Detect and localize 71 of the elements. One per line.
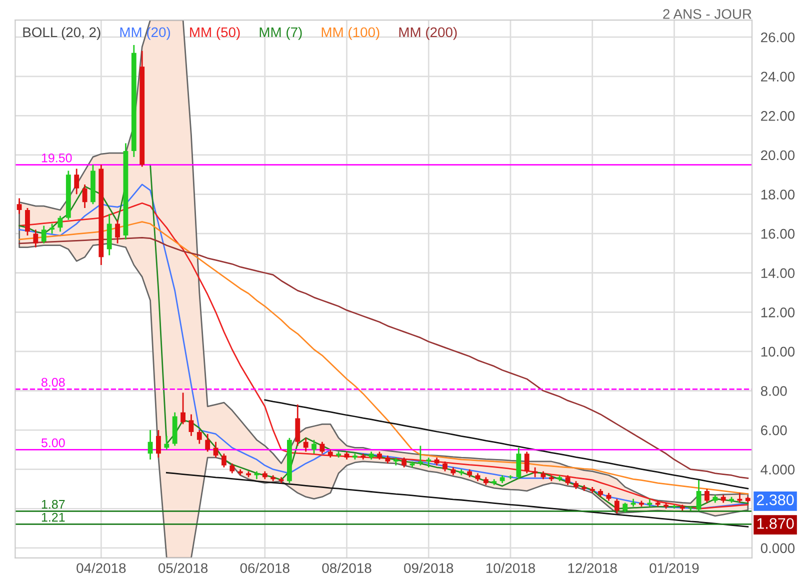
candlestick bbox=[188, 414, 194, 437]
line-series bbox=[166, 472, 749, 528]
line-series bbox=[264, 399, 749, 490]
x-tick-label: 06/2018 bbox=[240, 562, 290, 574]
y-tick-label: 0.000 bbox=[760, 543, 795, 554]
candlestick bbox=[213, 441, 218, 458]
text: MM (50) bbox=[190, 26, 240, 40]
y-tick-label: 20.00 bbox=[761, 150, 795, 160]
text: MM (7) bbox=[260, 26, 302, 40]
ref-line-label: 1.87 bbox=[42, 500, 65, 509]
text: MM (200) bbox=[399, 26, 457, 40]
candlestick bbox=[516, 447, 522, 480]
x-tick-label: 04/2018 bbox=[76, 562, 126, 574]
y-tick-label: 10.00 bbox=[761, 346, 795, 357]
candlestick bbox=[74, 168, 80, 195]
x-tick-label: 09/2018 bbox=[404, 562, 454, 574]
candlestick bbox=[418, 445, 423, 466]
y-tick-label: 22.00 bbox=[761, 111, 795, 121]
candlestick bbox=[196, 429, 202, 445]
candlestick bbox=[164, 435, 170, 450]
ref-line-label: 8.08 bbox=[42, 378, 65, 387]
ref-line-label: 5.00 bbox=[41, 438, 65, 448]
candlestick bbox=[25, 207, 30, 236]
y-tick-label: 14.00 bbox=[761, 268, 795, 278]
candlestick bbox=[622, 502, 628, 514]
text: 1.870 bbox=[757, 518, 794, 529]
candlestick bbox=[320, 441, 325, 454]
y-tick-label: 8.00 bbox=[760, 386, 787, 396]
candlestick bbox=[180, 392, 186, 425]
y-tick-label: 4.000 bbox=[760, 464, 795, 475]
candlestick bbox=[222, 452, 226, 468]
x-tick-label: 10/2018 bbox=[486, 562, 535, 574]
candlestick bbox=[426, 456, 432, 468]
candlestick bbox=[303, 437, 308, 452]
candlestick bbox=[442, 460, 448, 472]
candlestick bbox=[295, 404, 300, 446]
candlestick bbox=[82, 184, 88, 209]
candlestick bbox=[704, 488, 710, 504]
y-tick-label: 24.00 bbox=[761, 72, 795, 82]
candlestick bbox=[524, 450, 530, 474]
ref-line-label: 19.50 bbox=[42, 153, 72, 162]
candlestick bbox=[230, 462, 235, 474]
candlestick bbox=[156, 429, 161, 458]
candlestick bbox=[33, 228, 38, 248]
legend-title: BOLL (20, 2) bbox=[23, 26, 100, 40]
candlestick bbox=[565, 474, 570, 486]
candlestick bbox=[614, 498, 620, 514]
text: 2 ANS - JOUR bbox=[663, 9, 752, 19]
candlestick bbox=[696, 479, 702, 512]
text: MM (20) bbox=[120, 26, 170, 40]
annotation: 2.380 bbox=[756, 494, 794, 506]
x-tick-label: 05/2018 bbox=[158, 562, 208, 574]
candlestick bbox=[312, 439, 316, 454]
x-tick-label: 12/2018 bbox=[568, 562, 617, 574]
y-tick-label: 12.00 bbox=[761, 308, 795, 318]
ref-line-label: 1.21 bbox=[42, 512, 65, 522]
x-tick-label: 08/2018 bbox=[322, 562, 372, 574]
text: MM (100) bbox=[322, 26, 380, 40]
y-tick-label: 26.00 bbox=[761, 32, 795, 42]
y-tick-label: 6.00 bbox=[761, 425, 787, 436]
candlestick bbox=[16, 198, 22, 215]
y-tick-label: 18.00 bbox=[761, 190, 795, 200]
candlestick bbox=[41, 225, 46, 244]
y-tick-label: 16.00 bbox=[761, 228, 795, 239]
candlestick bbox=[402, 456, 407, 468]
candlestick bbox=[532, 466, 538, 478]
candlestick bbox=[50, 223, 54, 234]
candlestick bbox=[115, 219, 120, 244]
candlestick bbox=[205, 433, 210, 452]
x-tick-label: 01/2019 bbox=[650, 562, 699, 574]
candlestick bbox=[737, 492, 742, 504]
